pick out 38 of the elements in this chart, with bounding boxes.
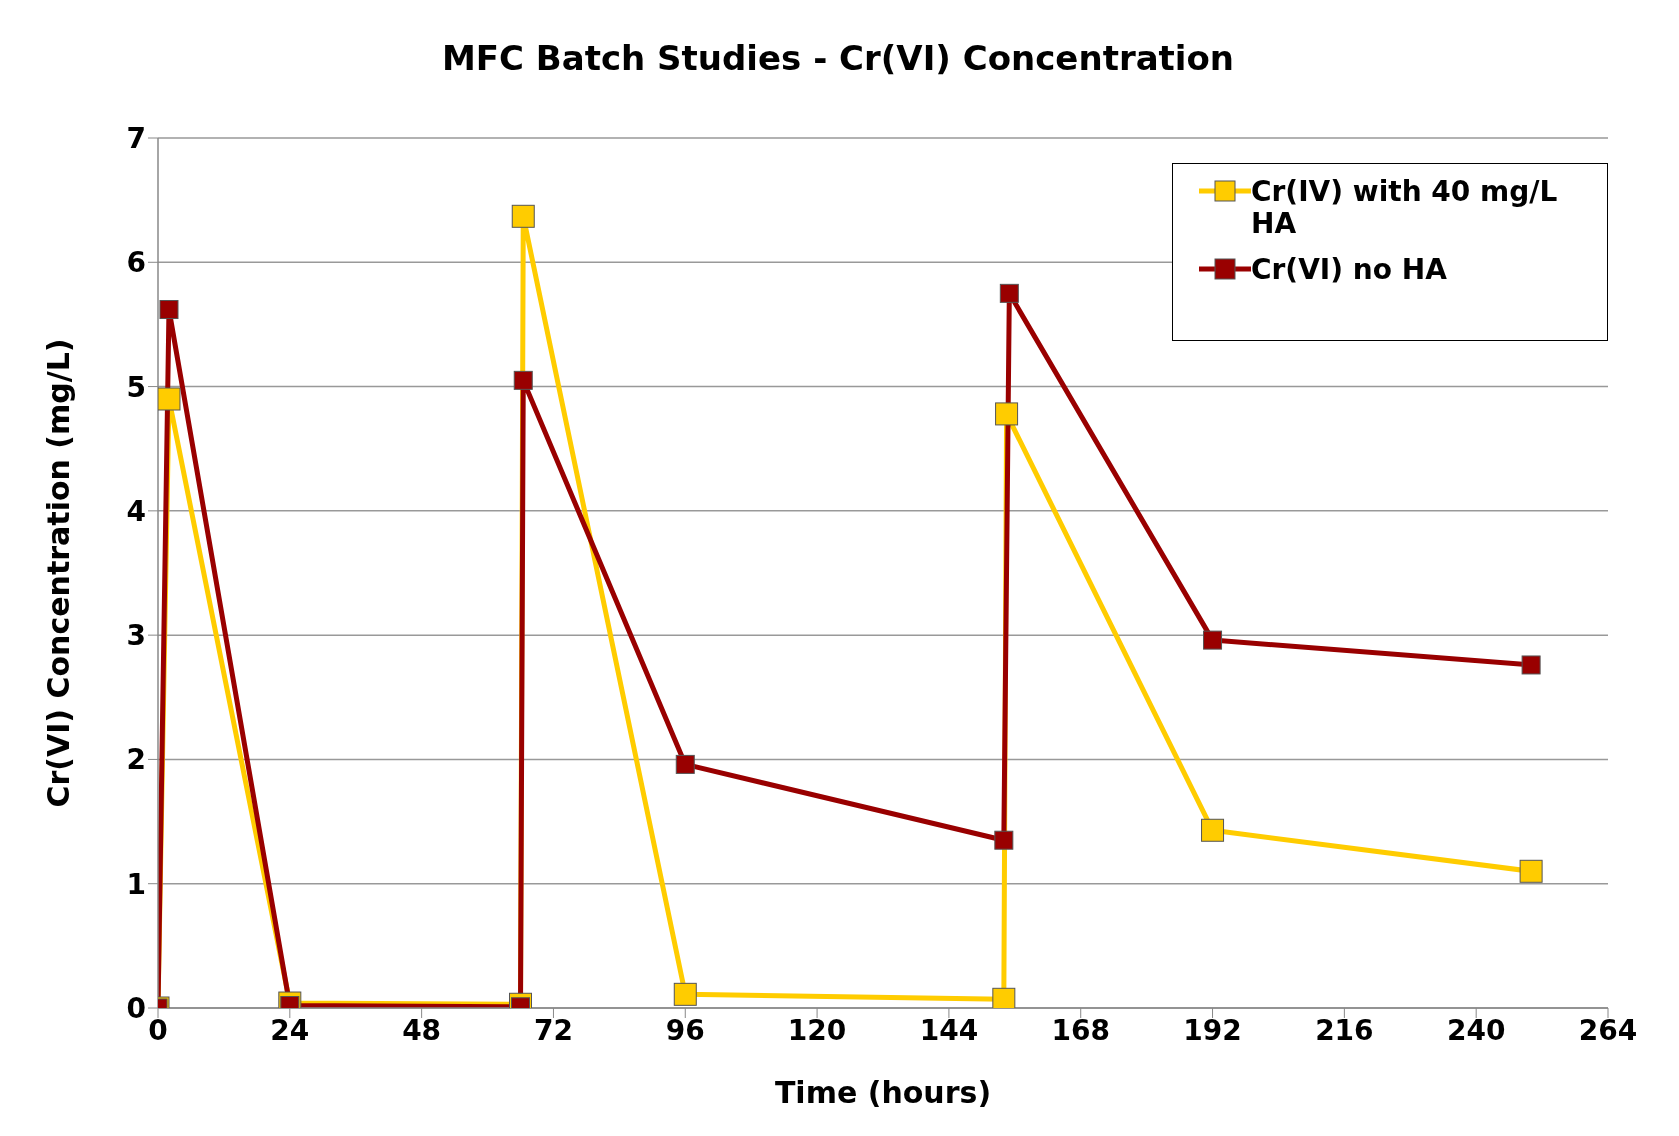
- y-tick-label: 1: [126, 867, 146, 901]
- point: [999, 283, 1019, 303]
- point: [159, 300, 179, 320]
- x-tick-label: 72: [533, 1013, 573, 1047]
- y-tick-label: 4: [126, 494, 146, 528]
- y-tick-label: 2: [126, 743, 146, 777]
- y-tick-label: 5: [126, 370, 146, 404]
- x-tick-label: 96: [665, 1013, 705, 1047]
- point: [675, 754, 695, 774]
- x-tick-label: 144: [919, 1013, 979, 1047]
- point: [1521, 655, 1541, 675]
- x-tick-label: 24: [270, 1013, 310, 1047]
- chart-title: MFC Batch Studies - Cr(VI) Concentration: [440, 37, 1236, 80]
- x-axis-title: Time (hours): [774, 1075, 992, 1110]
- x-tick-label: 192: [1183, 1013, 1242, 1047]
- point: [513, 370, 533, 390]
- legend-label: Cr(VI) no HA: [1251, 253, 1447, 286]
- point: [1519, 859, 1543, 883]
- y-tick-label: 0: [126, 991, 146, 1025]
- x-tick-label: 216: [1315, 1013, 1374, 1047]
- x-tick-label: 240: [1446, 1013, 1506, 1047]
- y-tick-label: 7: [126, 121, 146, 155]
- point: [511, 204, 535, 228]
- point: [994, 830, 1014, 850]
- y-tick-label: 6: [126, 246, 146, 280]
- y-axis-title: Cr(VI) Concentration (mg/L): [40, 338, 76, 808]
- legend-label: Cr(IV) with 40 mg/L HA: [1251, 175, 1559, 240]
- point: [158, 387, 181, 411]
- x-tick-label: 120: [787, 1013, 847, 1047]
- x-tick-label: 0: [148, 1013, 168, 1047]
- point: [992, 987, 1016, 1008]
- x-tick-label: 264: [1578, 1013, 1638, 1047]
- x-tick-label: 168: [1051, 1013, 1110, 1047]
- point: [1201, 818, 1225, 842]
- point: [995, 402, 1019, 426]
- x-tick-label: 48: [402, 1013, 442, 1047]
- y-tick-label: 3: [126, 619, 146, 653]
- point: [1203, 630, 1223, 650]
